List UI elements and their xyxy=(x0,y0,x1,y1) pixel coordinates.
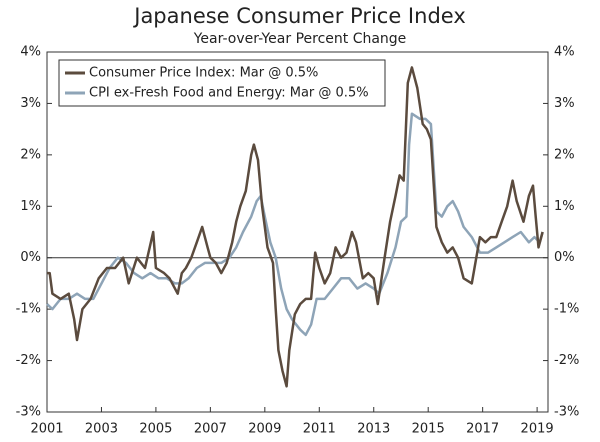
x-tick-label: 2017 xyxy=(466,422,499,437)
y2-tick-label: 2% xyxy=(554,147,575,162)
x-tick-label: 2019 xyxy=(521,422,554,437)
y-tick-label: 1% xyxy=(20,199,41,214)
y2-tick-label: 3% xyxy=(554,96,575,111)
y-tick-label: 3% xyxy=(20,96,41,111)
legend-box xyxy=(58,59,386,107)
x-tick-label: 2015 xyxy=(412,422,445,437)
x-tick-label: 2011 xyxy=(303,422,336,437)
y2-tick-label: -1% xyxy=(554,302,579,317)
x-tick-label: 2009 xyxy=(248,422,281,437)
legend-label: Consumer Price Index: Mar @ 0.5% xyxy=(89,66,318,81)
y2-tick-label: 0% xyxy=(554,250,575,265)
legend-label: CPI ex-Fresh Food and Energy: Mar @ 0.5% xyxy=(89,86,369,101)
y2-tick-label: 4% xyxy=(554,45,575,60)
chart-title: Japanese Consumer Price Index xyxy=(132,4,466,28)
x-tick-label: 2007 xyxy=(194,422,227,437)
y-tick-label: -3% xyxy=(16,405,41,420)
x-tick-label: 2005 xyxy=(139,422,172,437)
y2-tick-label: -3% xyxy=(554,405,579,420)
series-line xyxy=(47,66,544,388)
chart-subtitle: Year-over-Year Percent Change xyxy=(193,31,407,47)
y2-tick-label: -2% xyxy=(554,353,579,368)
plot-frame xyxy=(46,51,549,413)
y2-tick-label: 1% xyxy=(554,199,575,214)
x-tick-label: 2003 xyxy=(85,422,118,437)
y-tick-label: -1% xyxy=(16,302,41,317)
y-tick-label: -2% xyxy=(16,353,41,368)
series-line xyxy=(46,112,544,337)
y-tick-label: 0% xyxy=(20,250,41,265)
y-tick-label: 2% xyxy=(20,147,41,162)
x-tick-label: 2001 xyxy=(30,422,63,437)
y-tick-label: 4% xyxy=(20,45,41,60)
x-tick-label: 2013 xyxy=(357,422,390,437)
